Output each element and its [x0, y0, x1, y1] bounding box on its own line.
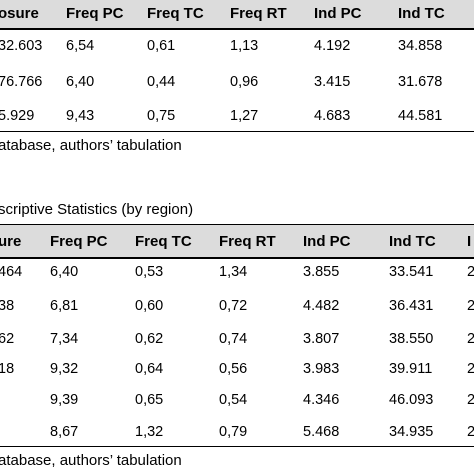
table2-cell: 62 — [0, 331, 15, 347]
table2-cell: 2 — [467, 424, 474, 440]
table1-cell: 1,13 — [230, 38, 259, 54]
table2-cell: 3.855 — [303, 264, 340, 280]
table2-cell: 3.807 — [303, 331, 340, 347]
table2-cell: 8,67 — [50, 424, 79, 440]
table2-header-3: Freq RT — [219, 233, 276, 250]
table2-cell: 36.431 — [389, 298, 434, 314]
table1-header-5: Ind TC — [398, 5, 445, 22]
table2-cell: 0,60 — [135, 298, 164, 314]
table1-header-4: Ind PC — [314, 5, 362, 22]
table2-cell: 0,56 — [219, 361, 248, 377]
table2-cell: 9,39 — [50, 392, 79, 408]
table2-cell: 464 — [0, 264, 23, 280]
table2-caption: scriptive Statistics (by region) — [0, 201, 194, 218]
table2-cell: 2 — [467, 392, 474, 408]
table1-cell: 6,40 — [66, 74, 95, 90]
table1-cell: 0,44 — [147, 74, 176, 90]
table2-cell: 6,40 — [50, 264, 79, 280]
table1-header-3: Freq RT — [230, 5, 287, 22]
table1-cell: 1,27 — [230, 108, 259, 124]
table1-cell: 0,61 — [147, 38, 176, 54]
table1-cell: 31.678 — [398, 74, 443, 90]
table2-cell: 34.935 — [389, 424, 434, 440]
table2-cell: 0,62 — [135, 331, 164, 347]
table1-header-0: osure — [0, 5, 39, 22]
table1-cell: 76.766 — [0, 74, 43, 90]
table2-cell: 39.911 — [389, 361, 433, 377]
table2-cell: 1,34 — [219, 264, 248, 280]
table1-cell: 9,43 — [66, 108, 95, 124]
table1-cell: 32.603 — [0, 38, 43, 54]
table2-cell: 4.346 — [303, 392, 340, 408]
table2-header-4: Ind PC — [303, 233, 351, 250]
table1-cell: 6,54 — [66, 38, 95, 54]
table2-cell: 0,64 — [135, 361, 164, 377]
table2-cell: 2 — [467, 298, 474, 314]
table2-cell: 38 — [0, 298, 15, 314]
table2-header-2: Freq TC — [135, 233, 192, 250]
table2-cell: 0,74 — [219, 331, 248, 347]
table1-cell: 34.858 — [398, 38, 443, 54]
table2-cell: 46.093 — [389, 392, 434, 408]
table2-bottom-rule — [0, 446, 474, 447]
table1-cell: 5.929 — [0, 108, 35, 124]
table2-cell: 33.541 — [389, 264, 434, 280]
table2-cell: 0,65 — [135, 392, 164, 408]
table2-cell: 0,53 — [135, 264, 164, 280]
table1-cell: 44.581 — [398, 108, 443, 124]
table2-header-1: Freq PC — [50, 233, 108, 250]
table1-cell: 0,96 — [230, 74, 259, 90]
table2-cell: 0,79 — [219, 424, 248, 440]
table2-header-rule — [0, 257, 474, 259]
table2-header-band — [0, 225, 474, 257]
table2-cell: 4.482 — [303, 298, 340, 314]
table2-cell: 5.468 — [303, 424, 340, 440]
table2-cell: 2 — [467, 361, 474, 377]
table2-header-5: Ind TC — [389, 233, 436, 250]
table2-source-note: atabase, authors’ tabulation — [0, 452, 182, 469]
table1-header-1: Freq PC — [66, 5, 124, 22]
table2-header-6: I — [467, 233, 472, 250]
table2-cell: 0,72 — [219, 298, 248, 314]
table1-cell: 4.683 — [314, 108, 351, 124]
table1-header-2: Freq TC — [147, 5, 204, 22]
table2-cell: 38.550 — [389, 331, 434, 347]
table2-cell: 9,32 — [50, 361, 79, 377]
table2-cell: 6,81 — [50, 298, 79, 314]
table2-cell: 18 — [0, 361, 15, 377]
table2-cell: 3.983 — [303, 361, 340, 377]
table2-cell: 0,54 — [219, 392, 248, 408]
table1-header-band — [0, 0, 474, 28]
table2-cell: 1,32 — [135, 424, 164, 440]
table1-cell: 0,75 — [147, 108, 176, 124]
table1-header-rule — [0, 28, 474, 30]
table2-cell: 2 — [467, 331, 474, 347]
table2-cell: 2 — [467, 264, 474, 280]
table1-bottom-rule — [0, 131, 474, 132]
table2-cell: 7,34 — [50, 331, 79, 347]
table1-source-note: atabase, authors’ tabulation — [0, 137, 182, 154]
table1-cell: 4.192 — [314, 38, 351, 54]
table1-cell: 3.415 — [314, 74, 351, 90]
table2-top-rule — [0, 224, 474, 225]
table2-header-0: ure — [0, 233, 22, 250]
